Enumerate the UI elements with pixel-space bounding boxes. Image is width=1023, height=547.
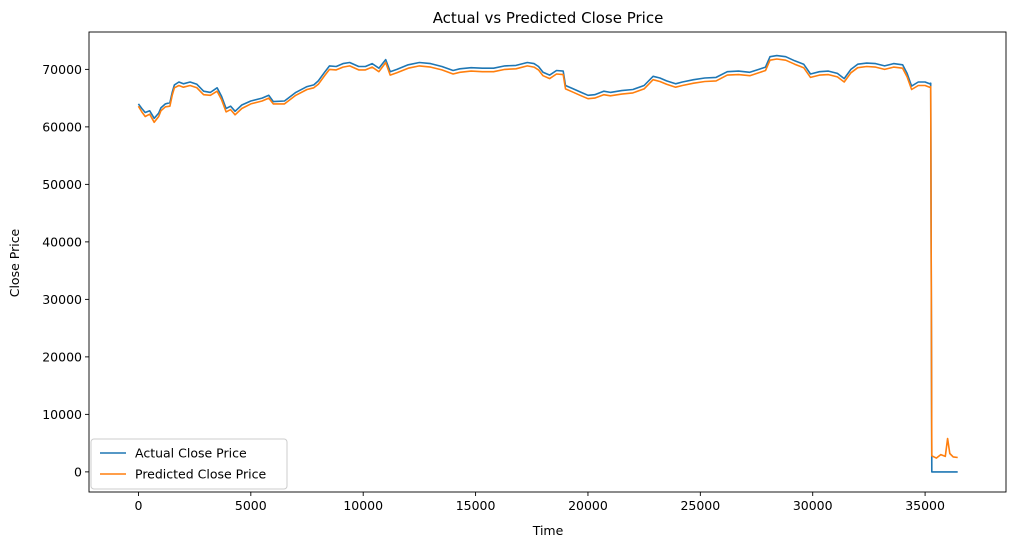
legend-label: Predicted Close Price: [135, 467, 266, 482]
x-axis-label: Time: [532, 523, 564, 538]
axes-frame: [88, 31, 1007, 493]
y-tick-label: 30000: [42, 292, 82, 307]
legend-box: [90, 438, 288, 490]
plot-area: [137, 54, 958, 473]
x-tick-label: 15000: [456, 498, 496, 513]
y-tick-label: 20000: [42, 349, 82, 364]
legend-label: Actual Close Price: [135, 446, 247, 461]
chart-title: Actual vs Predicted Close Price: [433, 9, 664, 27]
x-tick-label: 35000: [905, 498, 945, 513]
axes: 0 5000 10000 15000 20000 25000 30000 35000 0 1000…: [42, 31, 1007, 513]
x-tick-label: 10000: [343, 498, 383, 513]
y-tick-label: 50000: [42, 177, 82, 192]
legend: Actual Close Price Predicted Close Price: [90, 438, 288, 490]
series-line-predicted: [137, 58, 958, 459]
x-tick-label: 20000: [568, 498, 608, 513]
y-tick-label: 0: [74, 464, 82, 479]
y-axis-label: Close Price: [7, 228, 22, 297]
x-tick-label: 0: [134, 498, 142, 513]
y-tick-label: 70000: [42, 62, 82, 77]
x-tick-label: 5000: [235, 498, 267, 513]
y-tick-label: 10000: [42, 407, 82, 422]
y-tick-label: 60000: [42, 119, 82, 134]
x-tick-label: 30000: [793, 498, 833, 513]
series-line-actual: [137, 54, 958, 473]
y-tick-label: 40000: [42, 234, 82, 249]
x-tick-label: 25000: [680, 498, 720, 513]
